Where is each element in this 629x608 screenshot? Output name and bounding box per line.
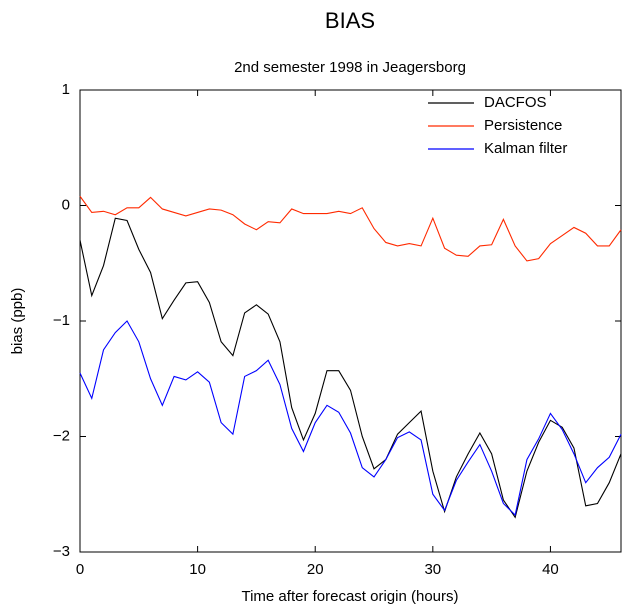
x-tick-label: 40 bbox=[542, 561, 559, 578]
x-tick-label: 0 bbox=[76, 561, 84, 578]
y-tick-label: −3 bbox=[53, 543, 70, 560]
series-line bbox=[79, 320, 622, 517]
chart-subtitle: 2nd semester 1998 in Jeagersborg bbox=[234, 59, 466, 76]
legend-label: DACFOS bbox=[484, 94, 547, 111]
y-axis-label: bias (ppb) bbox=[9, 288, 26, 355]
x-tick-label: 30 bbox=[424, 561, 441, 578]
y-tick-label: 0 bbox=[62, 196, 70, 213]
legend-label: Persistence bbox=[484, 117, 562, 134]
y-tick-label: −2 bbox=[53, 427, 70, 444]
chart-title: BIAS bbox=[325, 8, 375, 33]
series-line bbox=[79, 195, 622, 262]
x-tick-label: 20 bbox=[307, 561, 324, 578]
x-axis-label: Time after forecast origin (hours) bbox=[241, 588, 458, 605]
plot-frame bbox=[79, 89, 622, 553]
x-tick-label: 10 bbox=[189, 561, 206, 578]
y-tick-label: 1 bbox=[62, 81, 70, 98]
legend-label: Kalman filter bbox=[484, 140, 567, 157]
series-line bbox=[79, 217, 622, 519]
y-tick-label: −1 bbox=[53, 312, 70, 329]
